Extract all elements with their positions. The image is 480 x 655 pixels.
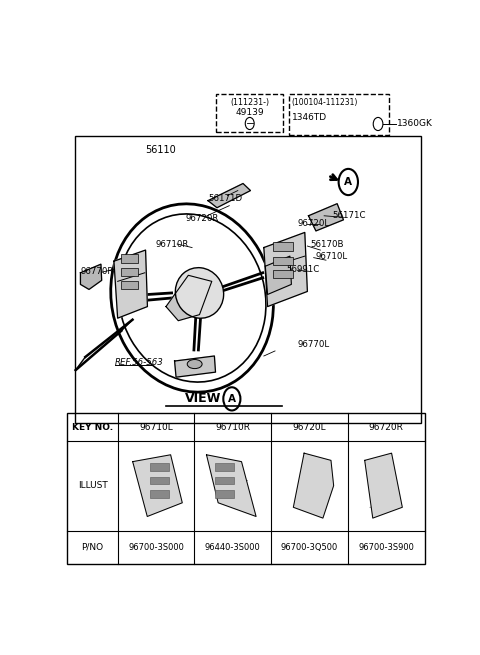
Polygon shape [206,455,256,517]
Ellipse shape [175,268,224,318]
Text: ILLUST: ILLUST [78,481,108,490]
Text: 96700-3S000: 96700-3S000 [128,543,184,552]
Ellipse shape [118,214,266,382]
Text: A: A [228,394,236,404]
Polygon shape [132,455,182,517]
Text: 1360GK: 1360GK [396,119,432,128]
Bar [215,463,234,470]
Polygon shape [166,275,212,321]
Bar [150,463,169,470]
Text: 56991C: 56991C [286,265,319,274]
Text: 56170B: 56170B [310,240,344,248]
Text: A: A [344,177,352,187]
Bar [67,413,424,564]
Bar [120,269,139,276]
Polygon shape [309,204,344,231]
Text: 96710R: 96710R [156,240,189,248]
Bar [215,477,234,484]
Bar [273,257,293,265]
Text: 96700-3Q500: 96700-3Q500 [281,543,338,552]
Bar [273,271,293,278]
Bar [120,253,139,263]
Bar [273,242,293,251]
Text: 96720R: 96720R [369,422,404,432]
Text: 56171C: 56171C [332,212,366,220]
Bar [120,282,139,290]
Bar [215,491,234,498]
Polygon shape [293,453,334,518]
Bar [216,94,283,132]
Text: VIEW: VIEW [185,392,221,405]
Text: 96710L: 96710L [316,252,348,261]
Text: 96720L: 96720L [297,219,329,229]
Text: 96720L: 96720L [293,422,326,432]
Text: 96710R: 96710R [215,422,250,432]
Text: 96720R: 96720R [186,214,219,223]
Text: 96440-3S000: 96440-3S000 [205,543,261,552]
Text: 56171D: 56171D [208,194,242,203]
Text: REF.56-563: REF.56-563 [115,358,164,367]
Polygon shape [365,453,402,518]
Text: P/NO: P/NO [82,543,104,552]
Polygon shape [114,250,147,318]
Bar [75,136,421,422]
Polygon shape [81,264,102,290]
Text: 49139: 49139 [235,108,264,117]
Ellipse shape [187,360,202,369]
Text: 96770L: 96770L [297,341,329,349]
Text: (111231-): (111231-) [230,98,269,107]
Polygon shape [265,256,291,295]
Bar [150,491,169,498]
Polygon shape [264,233,307,307]
Text: (100104-111231): (100104-111231) [292,98,358,107]
Text: 96770R: 96770R [81,267,114,276]
Bar [150,477,169,484]
Text: 96700-3S900: 96700-3S900 [358,543,414,552]
Text: KEY NO.: KEY NO. [72,422,113,432]
Text: 1346TD: 1346TD [292,113,327,122]
Text: 96710L: 96710L [139,422,173,432]
Polygon shape [175,356,216,377]
Bar [289,94,389,135]
Text: 56110: 56110 [145,145,176,155]
Polygon shape [208,183,251,208]
